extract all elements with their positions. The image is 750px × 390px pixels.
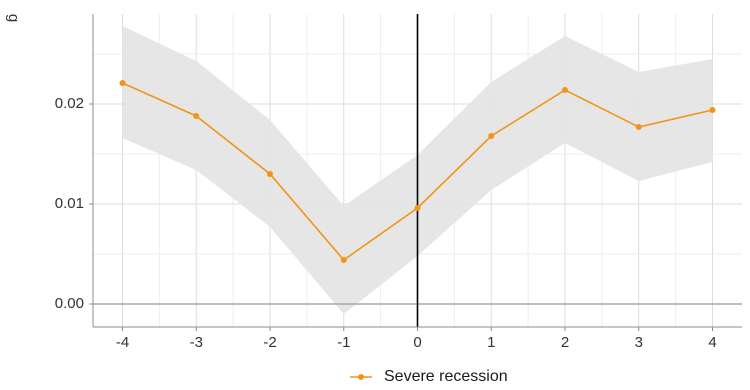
x-tick-label: 0 <box>413 334 421 351</box>
data-point <box>488 133 495 139</box>
y-tick-label: 0.00 <box>55 295 84 312</box>
legend-label: Severe recession <box>384 368 508 385</box>
data-point <box>562 87 568 93</box>
data-point <box>193 113 200 119</box>
x-tick-label: 2 <box>561 334 569 351</box>
data-point <box>267 171 273 177</box>
data-point <box>340 257 347 263</box>
x-tick-label: -2 <box>263 334 276 351</box>
legend: Severe recession <box>350 368 508 385</box>
series-layer <box>119 80 716 263</box>
reference-lines <box>93 14 742 327</box>
data-point <box>635 124 642 130</box>
x-tick-label: -1 <box>337 334 350 351</box>
x-tick-label: 3 <box>635 334 643 351</box>
y-tick-label: 0.02 <box>55 95 84 112</box>
data-point <box>709 107 716 113</box>
x-tick-label: -4 <box>116 334 129 351</box>
y-tick-label: 0.01 <box>55 195 84 212</box>
x-tick-label: -3 <box>190 334 203 351</box>
x-tick-label: 1 <box>487 334 495 351</box>
legend-marker <box>358 374 364 380</box>
axes <box>89 14 742 331</box>
y-axis-label: g <box>5 14 22 22</box>
data-point <box>119 80 126 86</box>
x-tick-label: 4 <box>708 334 716 351</box>
data-point <box>414 205 421 211</box>
tick-labels: -4 -3 -2 -1 0 1 2 3 4 0.00 0.01 0.02 <box>55 95 717 351</box>
